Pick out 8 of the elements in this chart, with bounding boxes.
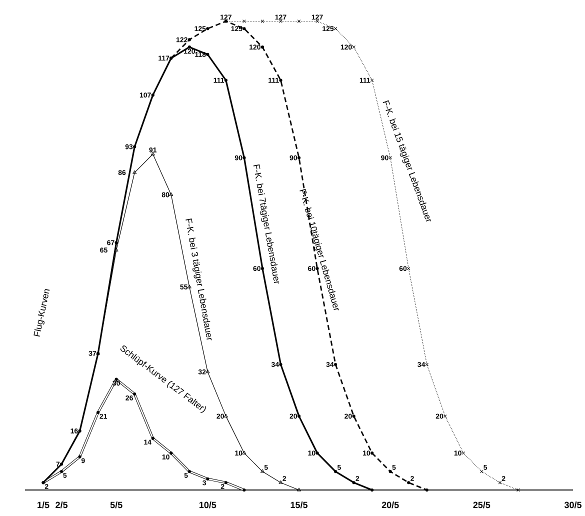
x-tick-label: 30/5 bbox=[564, 502, 582, 508]
x-tick-label: 5/5 bbox=[110, 502, 122, 508]
x-tick-label: 10/5 bbox=[199, 502, 216, 508]
x-tick-label: 20/5 bbox=[382, 502, 399, 508]
x-tick-label: 25/5 bbox=[473, 502, 490, 508]
x-tick-label: 15/5 bbox=[290, 502, 308, 508]
x-tick-label: 2/5 bbox=[56, 502, 68, 508]
x-tick-label: 1/5 bbox=[38, 502, 50, 508]
